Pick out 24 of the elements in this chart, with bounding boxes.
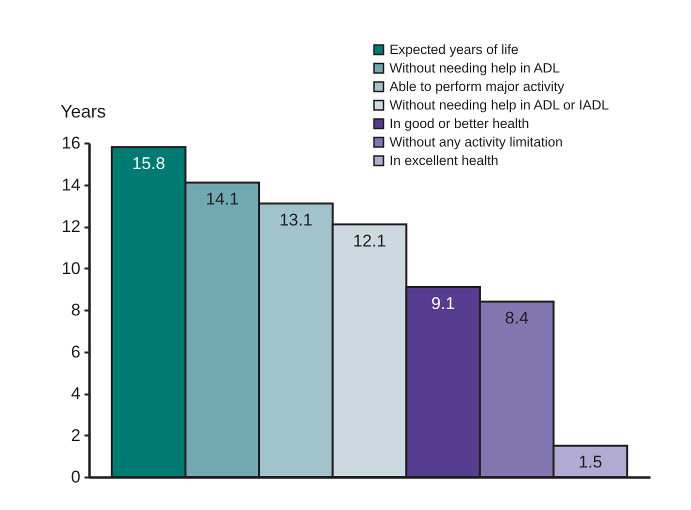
y-tick-label: 16 (62, 134, 80, 152)
y-axis-title: Years (60, 102, 106, 122)
data-label: 12.1 (352, 231, 386, 250)
legend-label: Without needing help in ADL or IADL (390, 97, 610, 112)
y-tick-label: 6 (71, 342, 80, 362)
y-tick-label: 10 (62, 258, 80, 278)
legend-label: Without any activity limitation (390, 134, 563, 150)
y-tick-label: 2 (71, 426, 80, 445)
data-label: 14.1 (206, 190, 239, 209)
data-label: 15.8 (132, 154, 166, 174)
data-label: 9.1 (431, 294, 455, 314)
y-tick-label: 4 (71, 384, 80, 403)
y-tick-label: 12 (62, 217, 80, 236)
data-label: 1.5 (578, 452, 602, 472)
legend-label: In excellent health (390, 152, 498, 168)
data-label: 13.1 (279, 210, 312, 230)
y-tick-label: 14 (62, 175, 80, 194)
legend-label: Without needing help in ADL (390, 60, 560, 76)
data-label: 8.4 (504, 308, 529, 328)
y-tick-label: 0 (71, 468, 80, 486)
legend-label: In good or better health (390, 116, 530, 131)
legend-label: Expected years of life (390, 42, 519, 57)
y-tick-label: 8 (71, 300, 80, 320)
legend-label: Able to perform major activity (390, 78, 565, 94)
